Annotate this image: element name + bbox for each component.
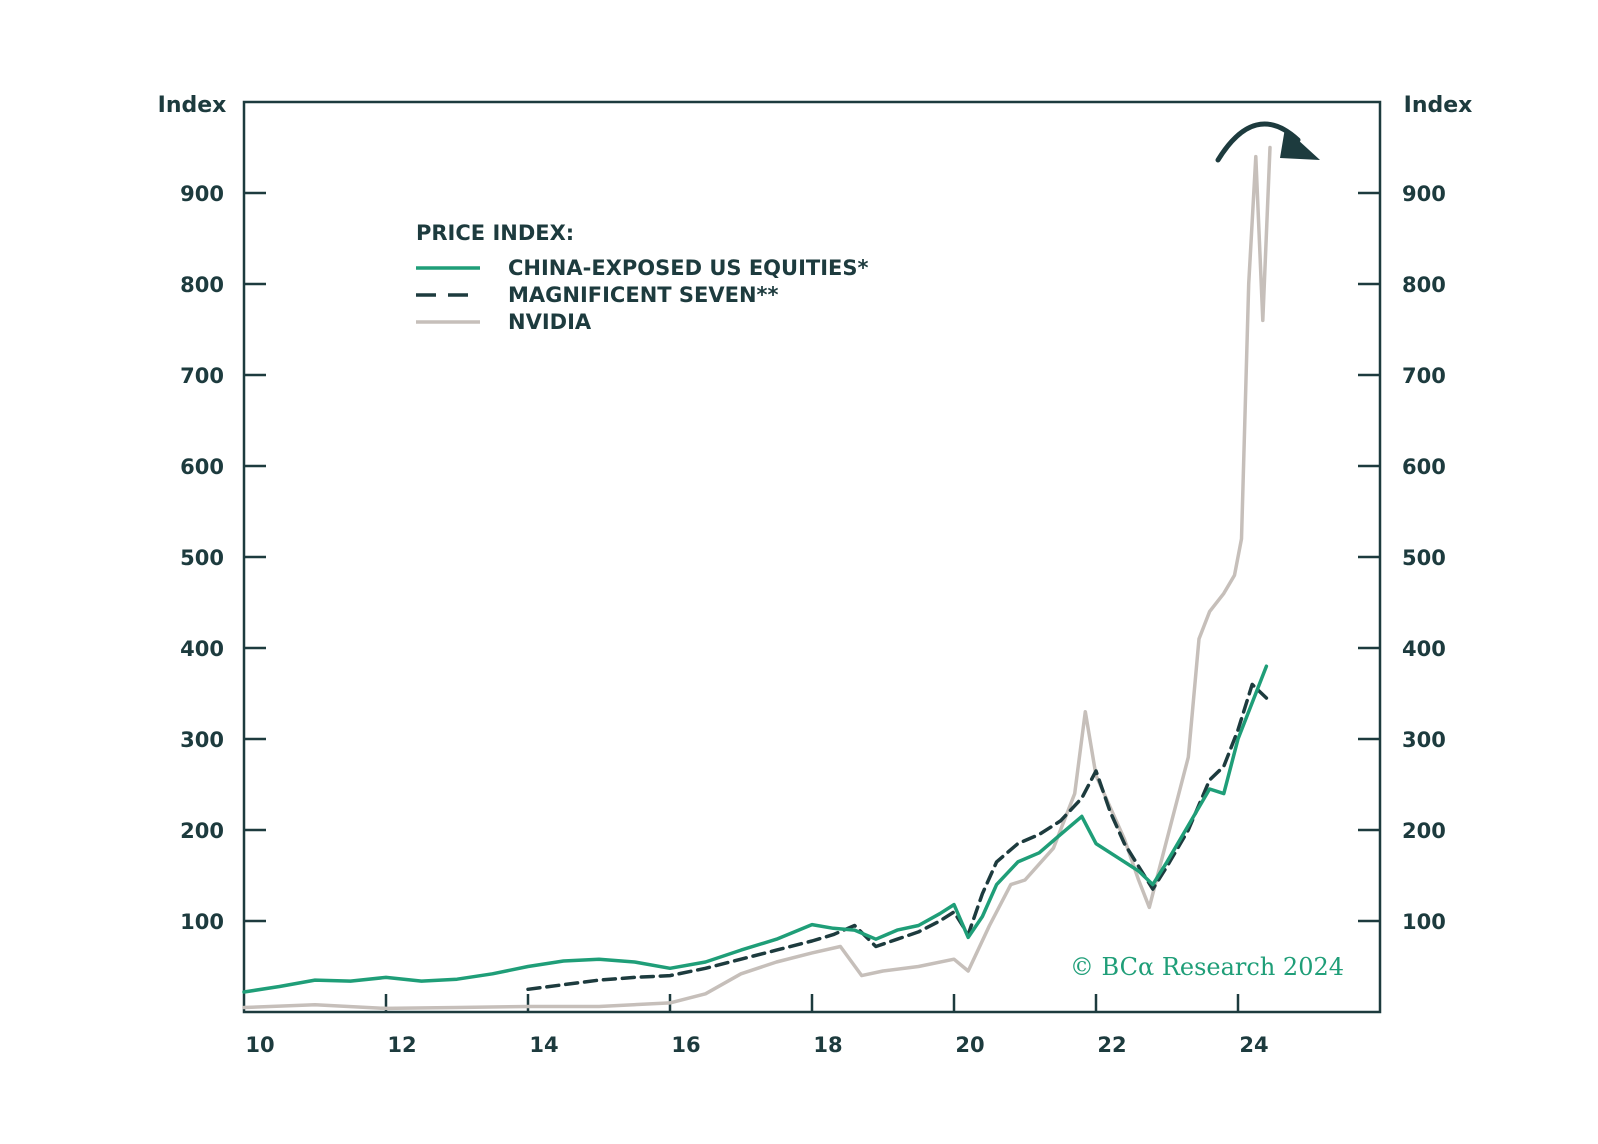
y-axis-right-title: Index xyxy=(1404,93,1473,118)
y-tick-right-label: 600 xyxy=(1402,455,1446,479)
y-tick-right-label: 700 xyxy=(1402,364,1446,388)
y-tick-left-label: 700 xyxy=(180,364,224,388)
y-tick-left-label: 200 xyxy=(180,819,224,843)
y-tick-right-label: 100 xyxy=(1402,910,1446,934)
arrow-head-icon xyxy=(1280,128,1320,160)
x-tick-label: 20 xyxy=(955,1033,984,1057)
y-tick-left-label: 100 xyxy=(180,910,224,934)
y-tick-left-label: 300 xyxy=(180,728,224,752)
y-tick-left-label: 400 xyxy=(180,637,224,661)
y-axis-right: 100 200 300 400 500 600 700 800 900 xyxy=(1358,182,1446,934)
x-tick-label: 24 xyxy=(1239,1033,1268,1057)
x-axis: 10 12 14 16 18 20 22 24 xyxy=(245,994,1269,1057)
x-tick-label: 14 xyxy=(529,1033,558,1057)
y-tick-right-label: 900 xyxy=(1402,182,1446,206)
series-line-magnificent-seven xyxy=(526,682,1269,992)
x-tick-label: 16 xyxy=(671,1033,700,1057)
x-tick-label: 18 xyxy=(813,1033,842,1057)
y-axis-left: 100 200 300 400 500 600 700 800 900 xyxy=(180,182,266,934)
copyright-annotation: © BCα Research 2024 xyxy=(1070,953,1344,981)
plot-frame xyxy=(242,100,1382,1014)
x-tick-label: 22 xyxy=(1097,1033,1126,1057)
legend: PRICE INDEX: CHINA-EXPOSED US EQUITIES* … xyxy=(416,221,868,334)
y-tick-right-label: 400 xyxy=(1402,637,1446,661)
x-tick-label: 10 xyxy=(245,1033,274,1057)
series-line-nvidia xyxy=(242,145,1272,1011)
y-tick-right-label: 200 xyxy=(1402,819,1446,843)
y-tick-right-label: 800 xyxy=(1402,273,1446,297)
legend-label-china-exposed: CHINA-EXPOSED US EQUITIES* xyxy=(508,256,868,280)
legend-label-magnificent-seven: MAGNIFICENT SEVEN** xyxy=(508,283,779,307)
x-tick-label: 12 xyxy=(387,1033,416,1057)
legend-label-nvidia: NVIDIA xyxy=(508,310,592,334)
y-tick-left-label: 900 xyxy=(180,182,224,206)
y-tick-right-label: 500 xyxy=(1402,546,1446,570)
y-tick-left-label: 800 xyxy=(180,273,224,297)
series-group xyxy=(242,145,1272,1011)
series-line-china-exposed-us-equities xyxy=(242,664,1269,994)
y-tick-left-label: 500 xyxy=(180,546,224,570)
y-tick-right-label: 300 xyxy=(1402,728,1446,752)
y-tick-left-label: 600 xyxy=(180,455,224,479)
y-axis-left-title: Index xyxy=(158,93,227,118)
legend-title: PRICE INDEX: xyxy=(416,221,574,245)
